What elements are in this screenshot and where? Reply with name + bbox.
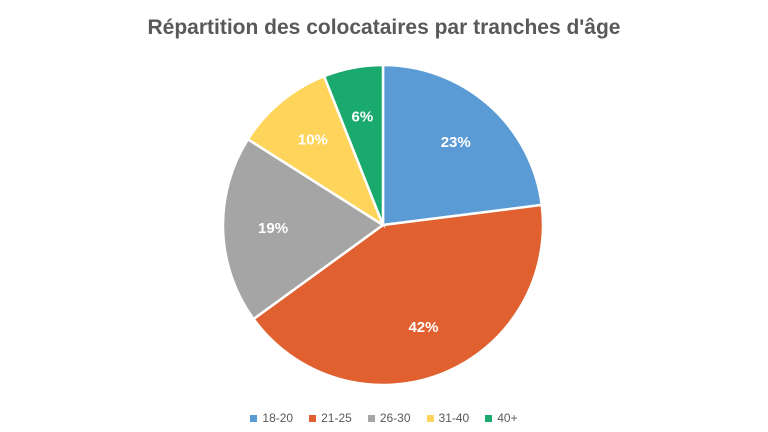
legend-label: 26-30	[379, 411, 411, 425]
legend-label: 21-25	[321, 411, 352, 425]
pie-slice-26-30	[221, 137, 386, 321]
data-label-40+: 6%	[352, 108, 374, 125]
pie-slice-31-40	[246, 74, 386, 229]
legend-item-26-30: 26-30	[367, 411, 411, 425]
pie-slice-18-20	[381, 63, 544, 227]
data-label-31-40: 10%	[298, 132, 328, 149]
legend-item-40+: 40+	[485, 411, 518, 425]
legend-item-31-40: 31-40	[426, 411, 470, 425]
data-label-21-25: 42%	[408, 319, 438, 336]
data-label-18-20: 23%	[441, 134, 471, 151]
legend-swatch	[309, 414, 317, 422]
legend-swatch	[485, 414, 493, 422]
legend-label: 31-40	[438, 411, 470, 425]
legend-item-21-25: 21-25	[309, 411, 352, 425]
legend-label: 18-20	[262, 411, 294, 425]
pie-slice-21-25	[251, 203, 545, 387]
chart-title: Répartition des colocataires par tranche…	[147, 16, 621, 39]
legend-item-18-20: 18-20	[250, 411, 293, 425]
legend-swatch	[250, 414, 258, 422]
pie-slice-40+	[322, 63, 385, 226]
legend-swatch	[367, 414, 375, 422]
legend-label: 40+	[497, 411, 518, 425]
data-label-26-30: 19%	[258, 220, 288, 237]
legend-swatch	[426, 414, 434, 422]
chart-legend: 18-20 21-25 26-30 31-40 40+	[0, 411, 768, 425]
